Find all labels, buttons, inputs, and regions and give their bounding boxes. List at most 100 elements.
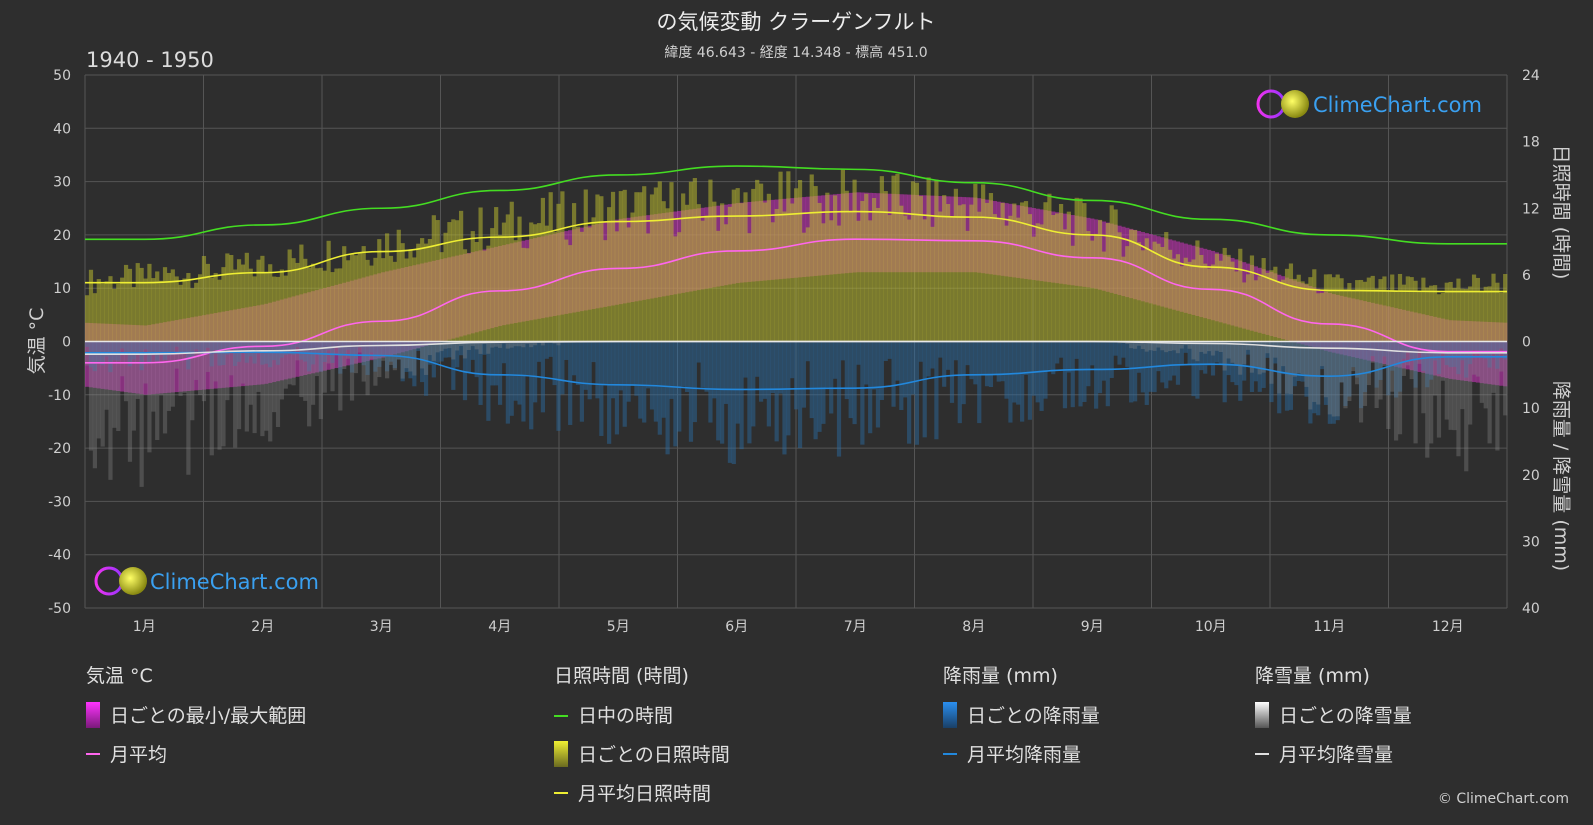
rain-daily-bar: [1008, 341, 1013, 423]
snow-daily-bar: [462, 341, 468, 359]
sunshine-daily-bar: [423, 243, 429, 342]
snow-daily-bar: [217, 341, 222, 450]
sunshine-daily-bar: [233, 269, 238, 342]
rain-daily-bar: [1004, 341, 1009, 399]
rain-daily-bar: [1207, 341, 1212, 366]
sunshine-daily-bar: [1417, 291, 1422, 342]
snow-daily-bar: [197, 341, 203, 395]
sunshine-daily-bar: [817, 202, 822, 342]
rain-daily-bar: [1199, 341, 1204, 371]
snow-daily-bar: [307, 341, 312, 427]
snow-daily-bar: [112, 341, 117, 428]
snow-daily-bar: [451, 341, 456, 360]
snow-daily-bar: [540, 341, 546, 346]
snow-daily-bar: [334, 341, 339, 355]
rain-daily-bar: [1234, 341, 1239, 386]
rain-daily-bar: [197, 341, 203, 353]
snow-daily-bar: [470, 341, 475, 347]
sunshine-daily-bar: [1378, 279, 1383, 342]
snow-daily-bar: [268, 341, 273, 442]
rain-daily-bar: [233, 341, 238, 366]
sunshine-daily-bar: [287, 249, 292, 342]
rain-daily-bar: [568, 341, 573, 425]
rain-daily-bar: [1257, 341, 1262, 392]
sunshine-daily-bar: [1175, 254, 1181, 342]
rain-daily-bar: [571, 341, 577, 376]
rain-daily-bar: [1012, 341, 1017, 403]
snow-daily-bar: [474, 341, 479, 350]
snow-daily-bar: [1460, 341, 1465, 410]
snow-daily-bar: [400, 341, 405, 379]
sunshine-daily-bar: [552, 231, 557, 342]
sunshine-daily-bar: [248, 268, 253, 342]
temp-avg-line: [85, 238, 1507, 364]
sunshine-daily-bar: [186, 273, 191, 342]
rain-daily-bar: [829, 341, 834, 414]
x-tick-label: 3月: [370, 619, 393, 635]
rain-daily-bar: [751, 341, 756, 427]
snow-daily-bar: [381, 341, 386, 361]
snow-daily-bar: [1144, 341, 1149, 352]
snow-daily-bar: [1452, 341, 1457, 431]
snow-daily-bar: [166, 341, 172, 411]
rain-daily-bar: [213, 341, 218, 351]
sunshine-daily-bar: [751, 188, 756, 342]
sunshine-daily-bar: [260, 255, 265, 342]
sunshine-daily-bar: [1164, 232, 1169, 342]
temp-range-bar: [268, 302, 273, 383]
sunshine-daily-bar: [108, 276, 113, 342]
sunshine-daily-bar: [1012, 203, 1017, 342]
rain-daily-bar: [548, 341, 553, 357]
rain-daily-bar: [384, 341, 390, 372]
sunshine-daily-bar: [497, 235, 503, 342]
sunshine-daily-bar: [318, 267, 323, 342]
sunshine-daily-bar: [1195, 240, 1200, 342]
sunshine-daily-bar: [104, 281, 109, 342]
snow-daily-bar: [236, 341, 242, 430]
temp-range-bar: [92, 323, 97, 388]
legend-swatch-sunshine-daily: [554, 741, 568, 767]
sunshine-daily-bar: [1483, 286, 1488, 342]
rain-daily-bar: [1203, 341, 1208, 374]
sunshine-daily-bar: [1382, 276, 1387, 342]
rain-daily-bar: [560, 341, 565, 395]
sunshine-daily-bar: [1409, 277, 1414, 342]
rain-daily-bar: [357, 341, 362, 348]
rain-daily-bar: [575, 341, 581, 386]
sunshine-daily-bar: [681, 193, 686, 342]
x-tick-label: 9月: [1081, 619, 1104, 635]
rain-daily-bar: [1386, 341, 1391, 396]
sunshine-daily-bar: [1097, 219, 1103, 342]
sunshine-daily-bar: [252, 276, 257, 342]
sunshine-daily-bar: [1055, 213, 1060, 342]
rain-daily-bar: [942, 341, 947, 387]
sunshine-daily-bar: [1405, 276, 1410, 342]
snow-daily-bar: [1304, 341, 1309, 387]
rain-daily-bar: [482, 341, 487, 355]
x-tick-label: 4月: [488, 619, 511, 635]
rain-daily-bar: [1132, 341, 1138, 402]
rain-daily-bar: [1288, 341, 1294, 410]
sunshine-daily-bar: [743, 192, 748, 342]
sunshine-daily-bar: [1238, 248, 1243, 342]
snow-daily-bar: [1444, 341, 1449, 420]
snow-daily-bar: [521, 341, 526, 348]
left-tick-label: -30: [48, 494, 71, 510]
sunshine-daily-bar: [392, 261, 397, 342]
rain-daily-bar: [85, 341, 90, 347]
legend-swatch-temp-range: [86, 702, 100, 728]
sunshine-daily-bar: [677, 232, 682, 342]
rain-daily-bar: [1117, 341, 1122, 365]
sunshine-daily-bar: [166, 272, 172, 342]
snow-daily-bar: [529, 341, 534, 348]
rain-daily-bar: [1397, 341, 1403, 392]
sunshine-daily-bar: [197, 274, 203, 342]
rain-daily-bar: [720, 341, 725, 444]
temp-range-bar: [88, 323, 94, 388]
sunshine-daily-bar: [626, 227, 631, 342]
rain-daily-bar: [334, 341, 339, 348]
snow-daily-bar: [1323, 341, 1329, 398]
sunshine-daily-bar: [209, 277, 214, 342]
sunshine-daily-bar: [139, 267, 144, 342]
rain-daily-bar: [879, 341, 884, 400]
